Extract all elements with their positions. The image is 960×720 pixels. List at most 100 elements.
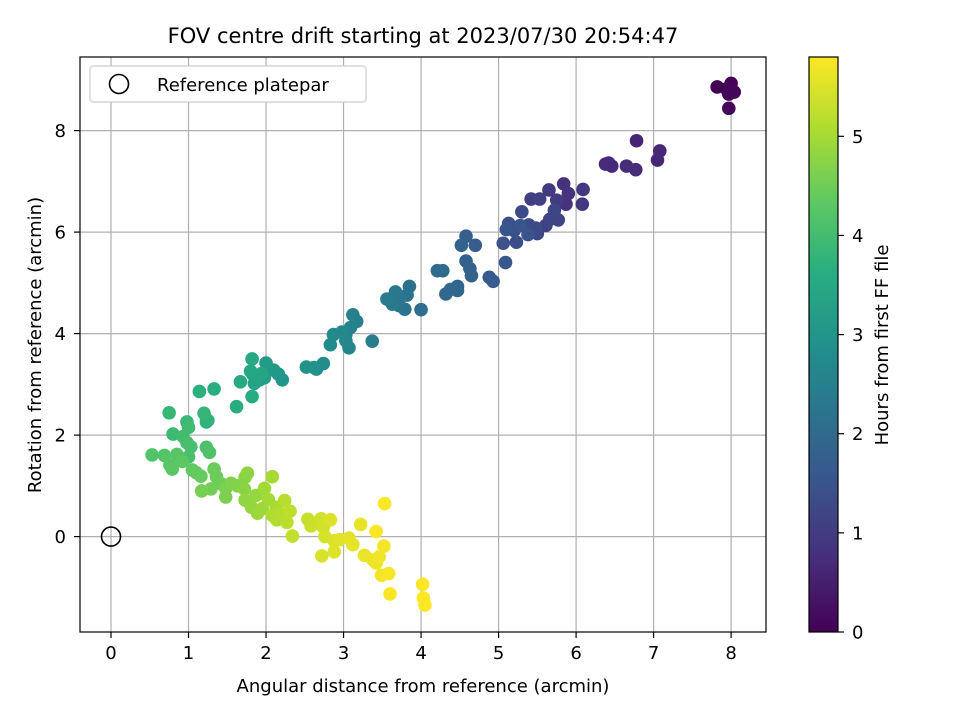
data-point [486,274,500,289]
data-point [145,448,159,462]
data-point [207,382,221,396]
data-point [418,598,432,612]
data-point [381,566,396,581]
data-point [247,376,262,391]
data-point [299,360,314,374]
legend: Reference platepar [89,65,367,103]
x-tick-label: 3 [338,643,349,664]
data-point [192,384,207,399]
data-point [415,577,430,592]
colorbar-tick-label: 3 [852,325,863,346]
data-point [346,308,360,322]
data-point [380,292,394,306]
data-point [464,268,479,283]
y-tick-label: 6 [55,223,66,244]
data-point [245,389,259,404]
data-point [377,496,392,511]
data-point [372,550,387,564]
grid-lines [80,57,766,632]
x-tick-label: 5 [493,643,504,664]
x-tick-label: 4 [415,643,426,664]
data-point [383,587,397,601]
y-tick-label: 8 [55,121,66,142]
data-point [346,537,360,552]
data-point [323,513,338,527]
data-point [194,469,208,483]
y-tick-label: 4 [55,324,66,345]
data-point [454,238,469,253]
plot-frame-group: 0 1 2 3 4 5 6 7 8 0 2 4 6 8 [55,56,767,664]
data-point [323,337,338,352]
data-point [439,287,453,301]
legend-entry-reference: Reference platepar [157,75,329,96]
colorbar-tick-label: 0 [852,623,863,644]
data-point [509,235,524,250]
data-point [259,356,273,370]
data-point [430,263,445,278]
data-point [165,462,180,476]
colorbar-tick-label: 1 [852,523,863,544]
data-point [653,144,667,158]
colorbar: 0 1 2 3 4 5 Hours from first FF file [808,56,893,644]
data-point [561,186,576,201]
x-tick-label: 0 [105,643,116,664]
data-point [280,515,294,530]
data-point [496,236,511,251]
data-point [245,352,259,366]
data-point [576,182,590,197]
data-point [240,466,255,480]
x-axis-label: Angular distance from reference (arcmin) [237,676,610,697]
data-point [265,469,280,484]
data-point [498,255,513,270]
data-point [575,197,590,211]
data-point [257,481,272,496]
data-point [243,364,258,378]
data-point [414,302,428,317]
data-point [532,192,547,206]
colorbar-tick-label: 5 [852,127,863,148]
data-point [499,222,514,237]
data-point [283,504,297,519]
data-point [369,524,383,539]
colorbar-tick-label: 2 [852,424,863,445]
data-point [254,366,269,381]
data-point [549,193,564,207]
data-point [365,334,380,349]
data-point [513,218,528,233]
y-axis-ticks: 0 2 4 6 8 [55,121,80,548]
data-point [315,549,329,563]
data-point [162,405,176,420]
y-tick-label: 0 [55,527,66,548]
data-point [218,490,233,504]
data-point [515,204,529,219]
x-tick-label: 8 [725,643,736,664]
data-point [197,406,211,421]
data-points [145,76,742,612]
data-point [468,238,483,253]
data-point [721,101,736,116]
chart-title: FOV centre drift starting at 2023/07/30 … [168,24,679,48]
data-point [377,539,391,554]
x-axis-ticks: 0 1 2 3 4 5 6 7 8 [105,632,737,664]
data-point [184,439,198,454]
y-axis-label: Rotation from reference (arcmin) [25,197,46,493]
plot-border [79,56,767,633]
data-point [547,203,562,218]
colorbar-ticks: 0 1 2 3 4 5 [838,127,863,644]
x-tick-label: 7 [648,643,659,664]
data-point [327,545,342,559]
data-point [629,133,644,148]
data-point [542,183,556,197]
colorbar-tick-label: 4 [852,226,863,247]
x-tick-label: 2 [260,643,271,664]
y-tick-label: 2 [55,426,66,447]
colorbar-gradient [808,56,839,633]
data-point [628,162,643,177]
x-tick-label: 1 [183,643,194,664]
data-point [521,227,535,242]
data-point [202,445,217,460]
data-point [604,159,619,173]
data-point [277,493,292,508]
data-point [194,484,209,498]
